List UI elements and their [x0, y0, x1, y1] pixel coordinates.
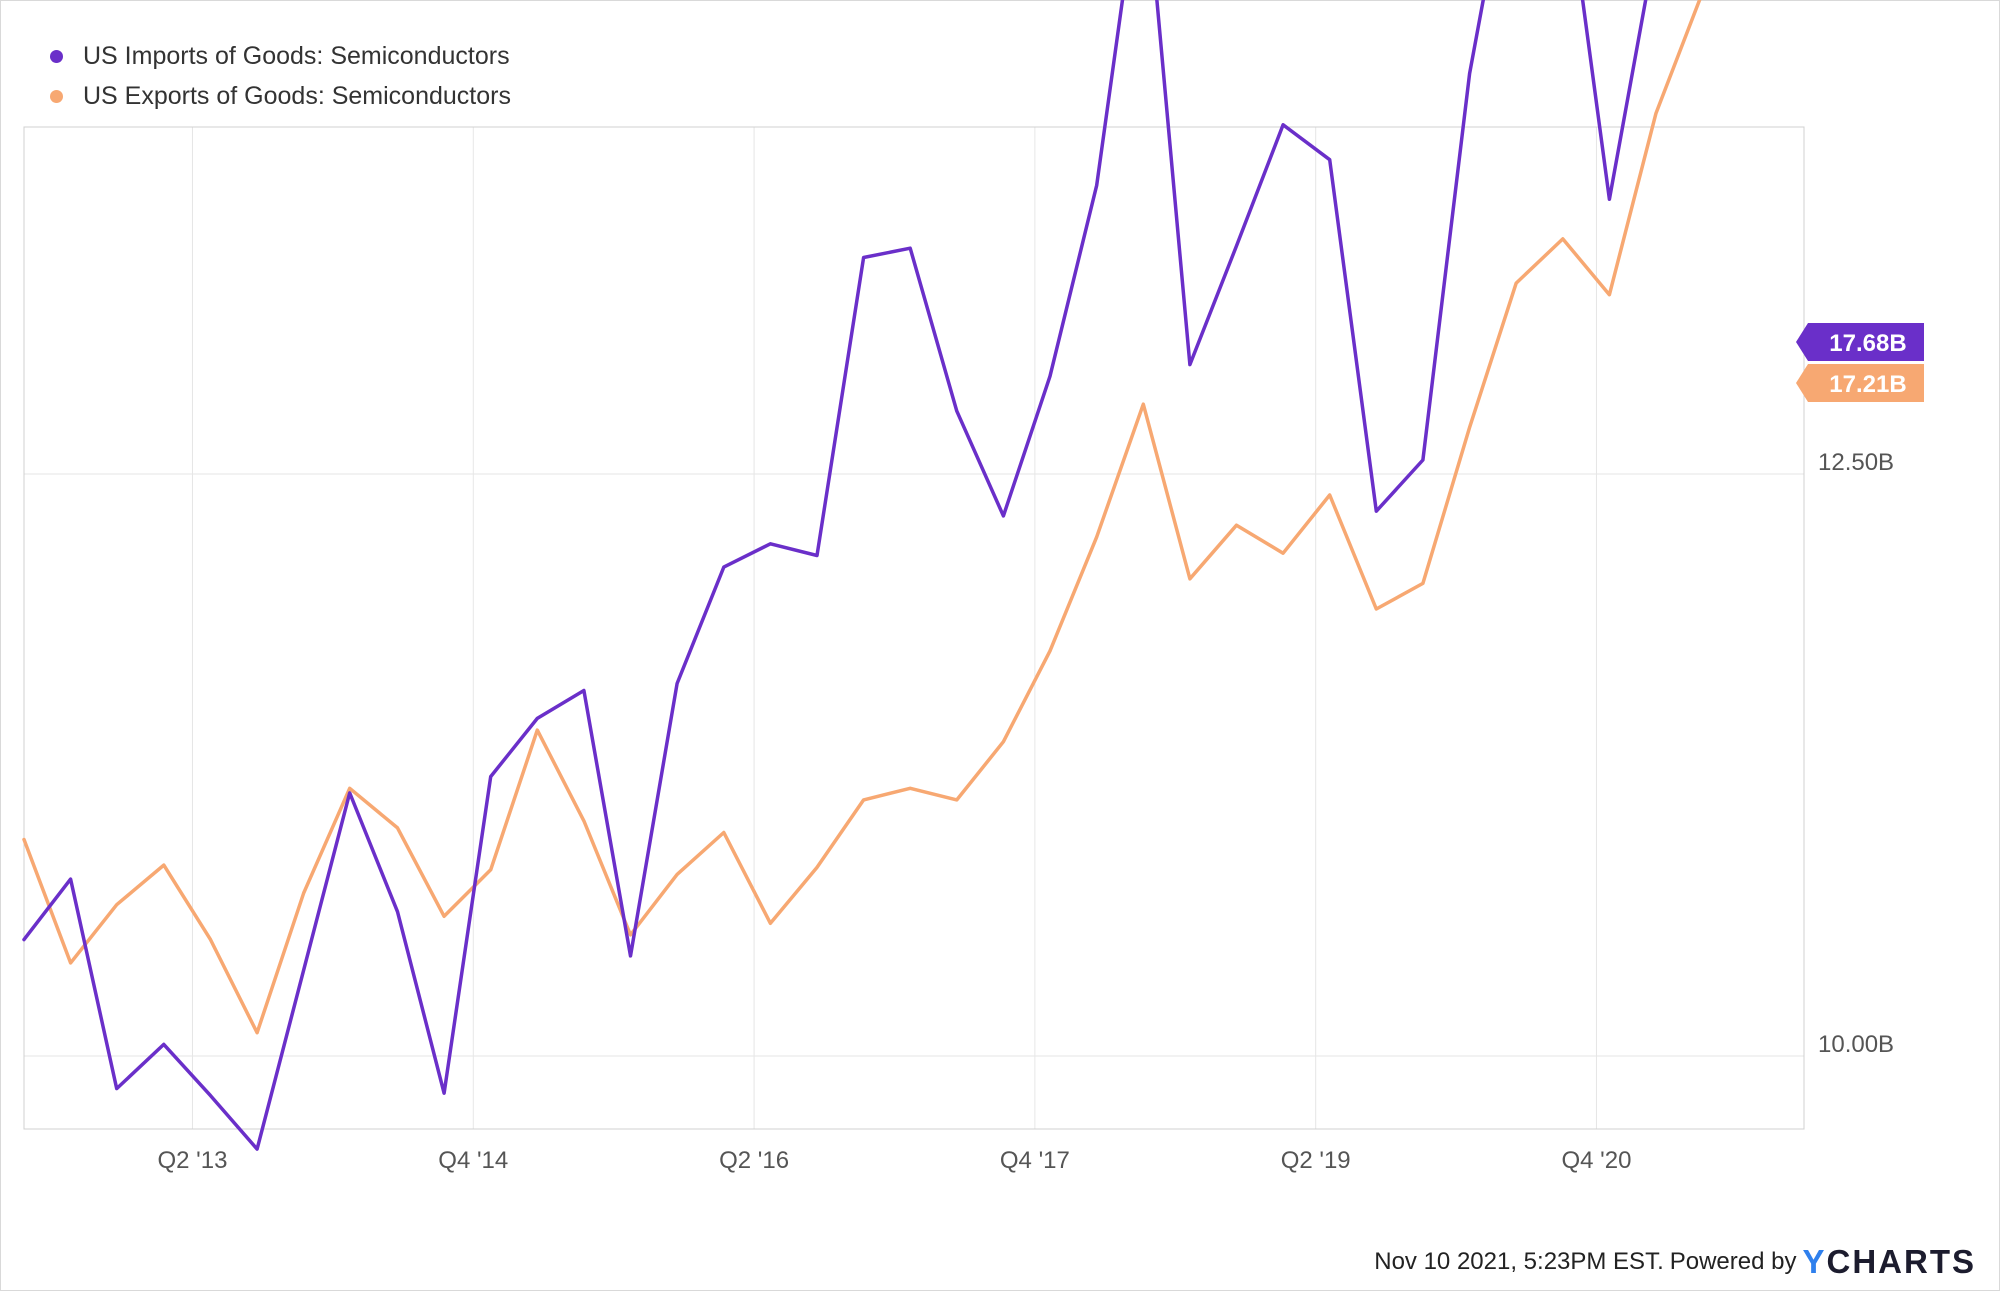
- legend-item-exports[interactable]: US Exports of Goods: Semiconductors: [50, 76, 511, 116]
- series-line-exports: [22, 0, 1702, 1035]
- series-line-imports: [22, 0, 1648, 1151]
- footer-timestamp: Nov 10 2021, 5:23PM EST.: [1374, 1248, 1664, 1275]
- x-tick-label: Q4 '14: [438, 1147, 508, 1174]
- series-layer: [22, 0, 1702, 1151]
- ycharts-logo-y: Y: [1802, 1243, 1827, 1280]
- y-tick-label: 12.50B: [1818, 449, 1894, 476]
- x-tick-label: Q2 '16: [719, 1147, 789, 1174]
- footer-powered-by: Powered by: [1669, 1248, 1797, 1275]
- exports-legend-dot-icon: [50, 89, 63, 103]
- chart-legend: US Imports of Goods: Semiconductors US E…: [50, 36, 511, 116]
- legend-label: US Exports of Goods: Semiconductors: [83, 81, 511, 110]
- x-tick-label: Q4 '17: [1000, 1147, 1070, 1174]
- ycharts-logo[interactable]: Y CHARTS: [1802, 1243, 1976, 1281]
- x-tick-label: Q4 '20: [1561, 1147, 1631, 1174]
- y-tick-label: 10.00B: [1818, 1031, 1894, 1058]
- end-value-flag-exports: [1796, 364, 1924, 402]
- x-tick-label: Q2 '19: [1281, 1147, 1351, 1174]
- legend-item-imports[interactable]: US Imports of Goods: Semiconductors: [50, 36, 511, 76]
- imports-legend-dot-icon: [50, 49, 63, 63]
- x-tick-label: Q2 '13: [157, 1147, 227, 1174]
- chart-footer: Nov 10 2021, 5:23PM EST. Powered by Y CH…: [1374, 1243, 1976, 1281]
- plot-frame: [23, 126, 1805, 1130]
- end-value-label: 17.21B: [1829, 371, 1906, 398]
- legend-label: US Imports of Goods: Semiconductors: [83, 41, 510, 70]
- end-value-flag-imports: [1796, 323, 1924, 361]
- grid-layer: [24, 127, 1804, 1129]
- ycharts-logo-text: CHARTS: [1826, 1243, 1976, 1280]
- end-value-label: 17.68B: [1829, 330, 1906, 357]
